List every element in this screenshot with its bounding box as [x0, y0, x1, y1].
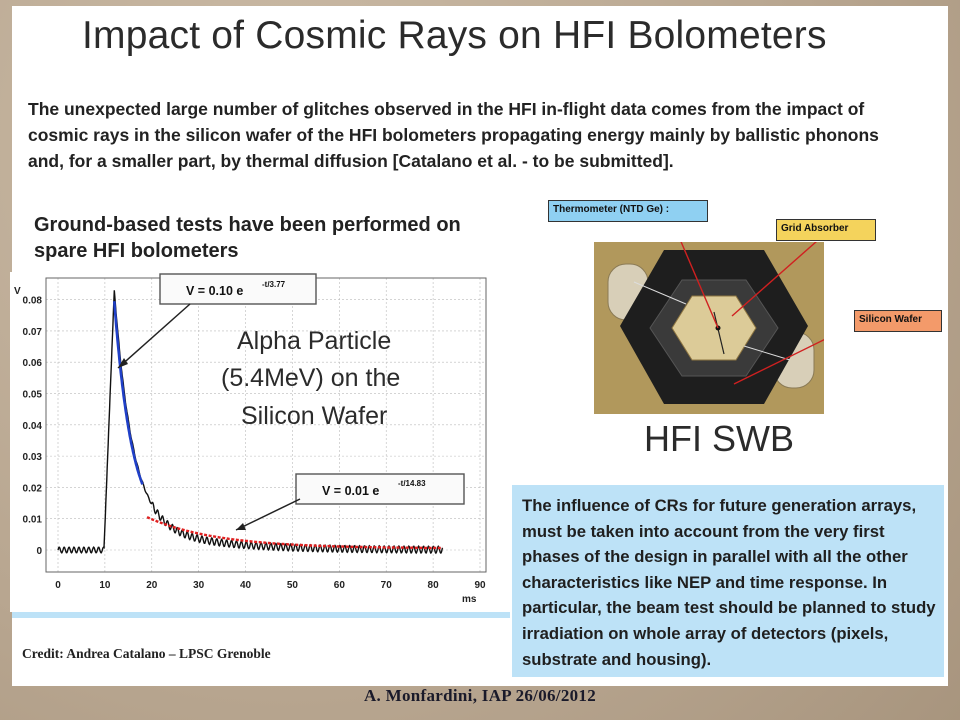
y-axis-label: V — [14, 286, 21, 297]
y-tick-label: 0.01 — [23, 515, 43, 526]
x-tick-label: 90 — [474, 580, 486, 591]
y-tick-label: 0 — [36, 546, 42, 557]
fast-decay-fit — [113, 301, 144, 485]
x-tick-label: 20 — [146, 580, 158, 591]
x-tick-label: 40 — [240, 580, 252, 591]
fast-fit-arrow — [117, 303, 191, 369]
y-tick-label: 0.08 — [23, 296, 43, 307]
alpha-annotation-line2: (5.4MeV) on the — [221, 364, 400, 392]
x-tick-label: 70 — [381, 580, 393, 591]
y-axis-ticks: 0 0.01 0.02 0.03 0.04 0.05 0.06 0.07 0.08 — [23, 296, 43, 557]
credit-line: Credit: Andrea Catalano – LPSC Grenoble — [22, 646, 271, 661]
x-tick-label: 30 — [193, 580, 205, 591]
grid-absorber-callout: Grid Absorber — [776, 219, 876, 241]
intro-paragraph: The unexpected large number of glitches … — [28, 99, 879, 171]
slow-fit-label: V = 0.01 e -t/14.83 — [235, 473, 465, 531]
x-tick-label: 10 — [99, 580, 111, 591]
slide-title: Impact of Cosmic Rays on HFI Bolometers — [82, 14, 827, 57]
slow-fit-formula: V = 0.01 e — [322, 484, 379, 498]
alpha-pulse-chart: 0 10 20 30 40 50 60 70 80 90 0 0.01 0.02 0.03 0.04 0.0… — [10, 272, 488, 612]
y-tick-label: 0.04 — [23, 421, 43, 432]
y-tick-label: 0.07 — [23, 327, 43, 338]
y-tick-label: 0.02 — [23, 483, 43, 494]
hfi-swb-label: HFI SWB — [644, 418, 794, 459]
chart-grid — [46, 278, 486, 572]
fast-fit-formula: V = 0.10 e — [186, 284, 243, 298]
y-tick-label: 0.03 — [23, 452, 43, 463]
slow-fit-arrowhead — [236, 523, 246, 530]
hfi-swb-photo — [594, 242, 824, 414]
alpha-annotation: Alpha Particle (5.4MeV) on the Silicon W… — [221, 327, 400, 430]
chart-underline — [12, 612, 510, 618]
fast-fit-arrowhead — [118, 358, 128, 368]
alpha-annotation-line1: Alpha Particle — [237, 327, 391, 355]
slow-decay-fit — [146, 516, 443, 550]
footer-credit: A. Monfardini, IAP 26/06/2012 — [363, 686, 597, 705]
fast-fit-exponent: -t/3.77 — [262, 280, 286, 289]
y-tick-label: 0.05 — [23, 390, 43, 401]
x-axis-ticks: 0 10 20 30 40 50 60 70 80 90 — [55, 580, 486, 591]
thermometer-callout: Thermometer (NTD Ge) : — [548, 200, 708, 222]
x-tick-label: 0 — [55, 580, 61, 591]
x-tick-label: 50 — [287, 580, 299, 591]
influence-panel: The influence of CRs for future generati… — [512, 485, 944, 677]
x-tick-label: 60 — [334, 580, 346, 591]
ground-tests-heading: Ground-based tests have been performed o… — [34, 214, 461, 262]
x-axis-label: ms — [462, 594, 477, 605]
alpha-annotation-line3: Silicon Wafer — [241, 402, 387, 430]
y-tick-label: 0.06 — [23, 358, 43, 369]
slow-fit-arrow — [235, 498, 301, 531]
silicon-wafer-callout: Silicon Wafer — [854, 310, 942, 332]
x-tick-label: 80 — [428, 580, 440, 591]
fast-fit-label: V = 0.10 e -t/3.77 — [117, 273, 317, 369]
slow-fit-exponent: -t/14.83 — [398, 479, 426, 488]
